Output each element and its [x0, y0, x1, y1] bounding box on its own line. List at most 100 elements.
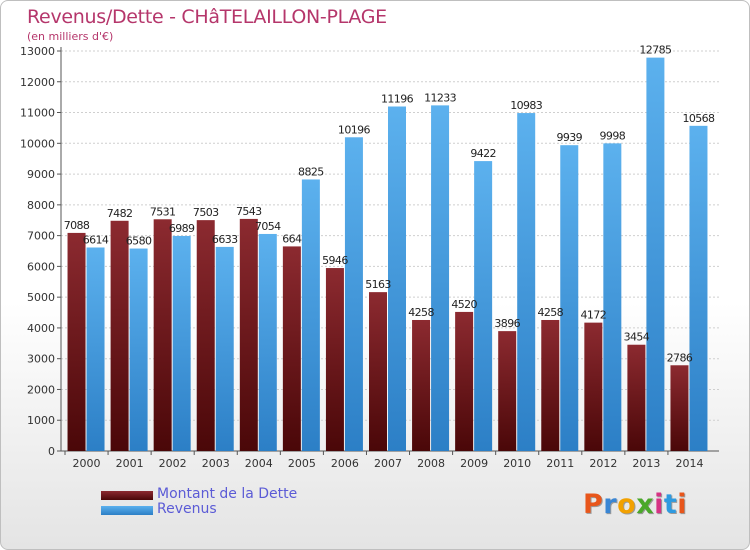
y-tick-label: 3000 — [27, 353, 55, 366]
x-tick-label: 2001 — [116, 457, 144, 470]
x-tick-label: 2006 — [331, 457, 359, 470]
bar-debt — [412, 319, 431, 451]
data-label-debt: 4258 — [537, 306, 563, 319]
x-tick-label: 2004 — [245, 457, 273, 470]
logo-letter: i — [677, 489, 688, 520]
bar-revenue — [689, 125, 708, 451]
y-tick-label: 7000 — [27, 230, 55, 243]
x-tick-label: 2009 — [460, 457, 488, 470]
y-tick-label: 10000 — [20, 137, 55, 150]
bar-debt — [584, 322, 603, 451]
y-tick-label: 13000 — [20, 45, 55, 58]
x-tick-label: 2013 — [632, 457, 660, 470]
bar-revenue — [388, 106, 406, 451]
bar-revenue — [431, 105, 450, 451]
data-label-debt: 7531 — [150, 205, 176, 218]
data-label-debt: 2786 — [667, 351, 693, 364]
y-tick-label: 5000 — [27, 291, 55, 304]
y-tick-label: 9000 — [27, 168, 55, 181]
data-label-revenue: 6633 — [212, 233, 238, 246]
data-label-revenue: 10568 — [682, 112, 715, 125]
y-tick-label: 8000 — [27, 199, 55, 212]
axes: 0 1000 2000 3000 4000 5000 6000 7000 8000 9000 100… — [20, 45, 719, 470]
data-label-revenue: 12785 — [639, 44, 672, 57]
logo-letter: r — [603, 489, 618, 520]
bar-revenue — [172, 235, 191, 451]
bar-debt — [627, 344, 646, 451]
logo-letter: i — [654, 489, 664, 520]
bar-debt — [282, 246, 301, 451]
data-label-revenue: 11196 — [381, 93, 414, 106]
page-title: Revenus/Dette - CHâTELAILLON-PLAGE — [27, 6, 387, 28]
y-tick-label: 12000 — [20, 76, 55, 89]
bar-debt — [67, 232, 86, 451]
data-label-revenue: 9998 — [600, 129, 626, 142]
logo-letter: P — [583, 489, 604, 520]
bar-revenue — [344, 137, 363, 451]
x-tick-label: 2008 — [417, 457, 445, 470]
bar-debt — [239, 218, 258, 451]
legend-label-debt: Montant de la Dette — [157, 486, 298, 502]
data-label-debt: 4172 — [581, 309, 607, 322]
data-label-debt: 5946 — [322, 254, 348, 267]
bar-revenue — [86, 247, 105, 451]
bar-revenue — [129, 248, 148, 451]
x-tick-label: 2012 — [589, 457, 617, 470]
data-label-revenue: 11233 — [424, 91, 457, 104]
logo-letter: o — [617, 489, 637, 520]
bar-revenue — [215, 246, 234, 451]
bar-debt — [110, 220, 129, 451]
y-tick-label: 4000 — [27, 322, 55, 335]
x-tick-label: 2010 — [503, 457, 531, 470]
data-label-revenue: 6580 — [126, 235, 152, 248]
data-label-debt: 7088 — [64, 219, 90, 232]
logo-letter: t — [663, 489, 678, 520]
y-tick-label: 1000 — [27, 414, 55, 427]
data-label-debt: 7543 — [236, 205, 262, 218]
data-label-revenue: 10196 — [338, 123, 371, 136]
chart-subtitle: (en milliers d'€) — [27, 30, 114, 43]
y-tick-label: 2000 — [27, 383, 55, 396]
y-tick-label: 11000 — [20, 107, 55, 120]
bar-debt — [541, 319, 560, 451]
data-label-revenue: 10983 — [510, 99, 543, 112]
data-label-debt: 3896 — [494, 317, 520, 330]
x-tick-label: 2002 — [159, 457, 187, 470]
bar-revenue — [301, 179, 320, 451]
data-label-revenue: 6989 — [169, 222, 195, 235]
bar-debt — [325, 268, 344, 451]
x-tick-label: 2003 — [202, 457, 230, 470]
data-label-debt: 4520 — [451, 298, 477, 311]
legend-swatch-debt — [101, 491, 153, 500]
bar-revenue — [517, 113, 536, 452]
bar-debt — [369, 292, 387, 451]
data-label-debt: 664 — [282, 232, 302, 245]
y-tick-label: 0 — [48, 445, 55, 458]
data-label-debt: 4258 — [408, 306, 434, 319]
data-label-revenue: 7054 — [255, 220, 281, 233]
data-label-revenue: 6614 — [83, 233, 109, 246]
bars — [67, 57, 708, 452]
bar-debt — [670, 365, 689, 451]
logo-letter: x — [636, 489, 655, 520]
data-label-debt: 5163 — [365, 278, 391, 291]
bar-debt — [455, 311, 474, 451]
x-tick-label: 2007 — [374, 457, 402, 470]
data-label-debt: 7503 — [193, 206, 219, 219]
y-tick-label: 6000 — [27, 260, 55, 273]
x-tick-label: 2011 — [546, 457, 574, 470]
bar-revenue — [258, 233, 277, 451]
legend-label-revenue: Revenus — [157, 501, 217, 517]
bar-revenue — [646, 57, 665, 451]
data-label-debt: 7482 — [107, 207, 133, 220]
data-label-revenue: 9422 — [470, 147, 496, 160]
x-tick-label: 2014 — [675, 457, 703, 470]
proxiti-logo: Proxiti — [583, 489, 687, 520]
x-tick-label: 2000 — [73, 457, 101, 470]
bar-revenue — [474, 161, 493, 452]
data-label-revenue: 9939 — [556, 131, 582, 144]
data-label-revenue: 8825 — [298, 165, 324, 178]
